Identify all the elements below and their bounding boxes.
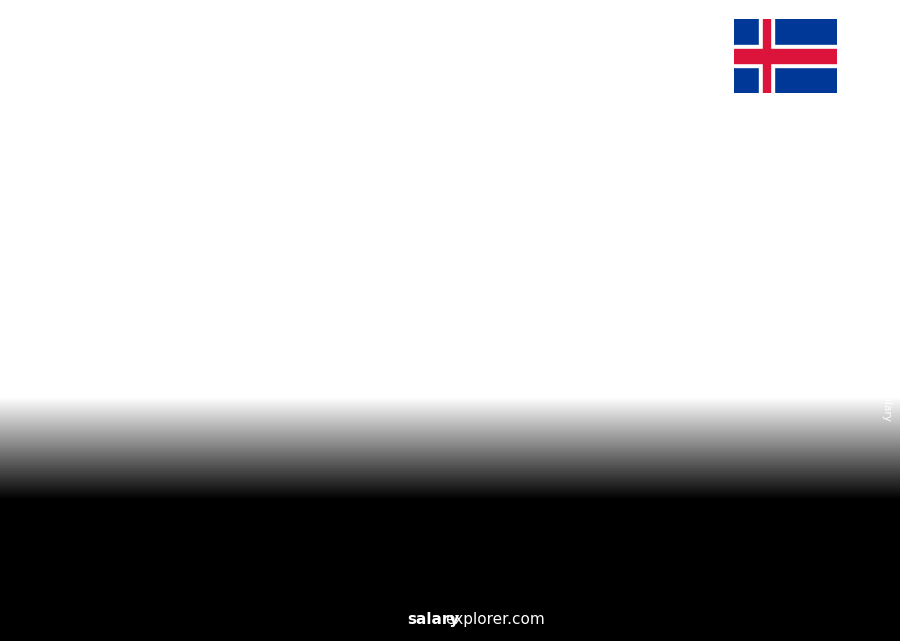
Text: 414,000 ISK: 414,000 ISK xyxy=(322,289,406,303)
Text: Salary Comparison By Experience: Salary Comparison By Experience xyxy=(27,16,632,47)
Text: +22%: +22% xyxy=(358,225,416,243)
Polygon shape xyxy=(183,403,248,558)
FancyArrowPatch shape xyxy=(223,312,333,388)
Polygon shape xyxy=(752,229,760,558)
Polygon shape xyxy=(560,254,572,558)
Text: salary: salary xyxy=(407,612,459,627)
Text: +8%: +8% xyxy=(616,171,662,189)
Text: 550,000 ISK: 550,000 ISK xyxy=(580,214,663,228)
FancyArrowPatch shape xyxy=(349,259,459,315)
Bar xyxy=(734,45,837,67)
Text: Average Monthly Salary: Average Monthly Salary xyxy=(881,297,892,421)
Text: +48%: +48% xyxy=(232,278,291,296)
Text: 505,000 ISK: 505,000 ISK xyxy=(452,239,535,253)
Polygon shape xyxy=(122,442,131,558)
Polygon shape xyxy=(374,329,382,558)
Text: Geothermal Technician: Geothermal Technician xyxy=(27,67,266,87)
Polygon shape xyxy=(58,442,122,558)
Bar xyxy=(760,19,774,93)
Polygon shape xyxy=(248,403,257,558)
Text: explorer.com: explorer.com xyxy=(446,612,545,627)
Polygon shape xyxy=(560,254,625,558)
Text: 280,000 ISK: 280,000 ISK xyxy=(193,362,276,375)
FancyArrowPatch shape xyxy=(98,382,207,428)
Polygon shape xyxy=(686,229,698,558)
Polygon shape xyxy=(435,279,446,558)
FancyArrowPatch shape xyxy=(601,206,710,240)
Bar xyxy=(734,49,837,63)
Bar xyxy=(763,19,769,93)
Polygon shape xyxy=(309,329,320,558)
Text: 210,000 ISK: 210,000 ISK xyxy=(55,396,138,410)
Polygon shape xyxy=(435,279,500,558)
Polygon shape xyxy=(58,442,69,558)
Polygon shape xyxy=(309,329,374,558)
Polygon shape xyxy=(686,229,751,558)
Polygon shape xyxy=(500,279,508,558)
Text: 596,000 ISK: 596,000 ISK xyxy=(712,189,796,203)
Polygon shape xyxy=(626,254,634,558)
Text: +9%: +9% xyxy=(490,198,536,216)
FancyArrowPatch shape xyxy=(475,231,585,265)
Polygon shape xyxy=(183,403,194,558)
Text: +34%: +34% xyxy=(106,353,165,371)
